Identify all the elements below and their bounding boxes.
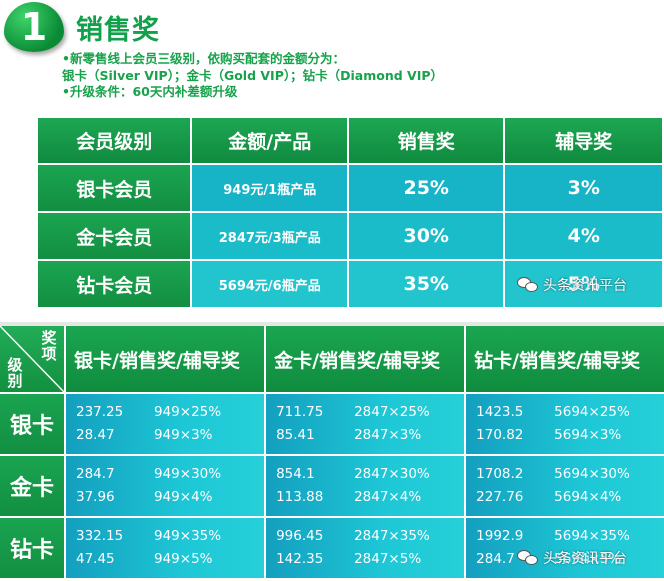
intro-line: 银卡（Silver VIP）；金卡（Gold VIP）；钻卡（Diamond V…	[62, 67, 444, 83]
table-row: 钻卡 332.15 949×35% 47.45 949×5% 996.45 2847×…	[0, 518, 664, 580]
bonus-formula: 949×5%	[154, 551, 213, 567]
bonus-value: 113.88	[276, 489, 324, 505]
sales-cell: 35%	[348, 259, 506, 307]
data-cell: 854.1 2847×30% 113.88 2847×4%	[266, 456, 467, 518]
table-row: 银卡会员 949元/1瓶产品 25% 3%	[38, 163, 662, 211]
table-row: 金卡会员 2847元/3瓶产品 30% 4%	[38, 211, 662, 259]
bonus-formula: 949×35%	[154, 528, 222, 544]
wechat-icon	[517, 550, 539, 566]
bonus-formula: 2847×5%	[354, 551, 422, 567]
amount-cell: 2847元/3瓶产品	[192, 211, 349, 259]
bonus-formula: 2847×4%	[354, 489, 422, 505]
bonus-calculation-table: 奖项 级别 银卡/销售奖/辅导奖 金卡/销售奖/辅导奖 钻卡/销售奖/辅导奖 银…	[0, 326, 664, 580]
data-cell: 1423.5 5694×25% 170.82 5694×3%	[466, 394, 664, 456]
membership-table: 会员级别 金额/产品 销售奖 辅导奖 银卡会员 949元/1瓶产品 25% 3%…	[38, 118, 662, 307]
sales-cell: 25%	[348, 163, 506, 211]
level-cell: 钻卡会员	[38, 259, 193, 307]
bonus-formula: 5694×5%	[554, 551, 622, 567]
bonus-value: 332.15	[76, 528, 124, 544]
amount-cell: 949元/1瓶产品	[192, 163, 349, 211]
column-header: 银卡/销售奖/辅导奖	[66, 326, 267, 394]
bonus-formula: 5694×4%	[554, 489, 622, 505]
sales-cell: 30%	[348, 211, 506, 259]
bonus-formula: 2847×25%	[354, 404, 430, 420]
data-cell: 332.15 949×35% 47.45 949×5%	[66, 518, 267, 580]
bonus-formula: 5694×3%	[554, 427, 622, 443]
data-cell: 284.7 949×30% 37.96 949×4%	[66, 456, 267, 518]
intro-line: •新零售线上会员三级别，依购买配套的金额分为：	[62, 51, 345, 66]
corner-top-label: 奖项	[41, 329, 57, 363]
watermark-text: 头条资讯平台	[543, 551, 627, 567]
table-row: 钻卡会员 5694元/6瓶产品 35% 5%	[38, 259, 662, 307]
row-label: 金卡	[0, 456, 66, 518]
bonus-formula: 2847×3%	[354, 427, 422, 443]
level-cell: 金卡会员	[38, 211, 193, 259]
bonus-value: 711.75	[276, 404, 324, 420]
bonus-formula: 2847×35%	[354, 528, 430, 544]
table-header-row: 奖项 级别 银卡/销售奖/辅导奖 金卡/销售奖/辅导奖 钻卡/销售奖/辅导奖	[0, 326, 664, 394]
bonus-value: 170.82	[476, 427, 524, 443]
bonus-value: 1423.5	[476, 404, 524, 420]
table-row: 金卡 284.7 949×30% 37.96 949×4% 854.1 2847×30…	[0, 456, 664, 518]
bonus-value: 142.35	[276, 551, 324, 567]
bonus-value: 85.41	[276, 427, 315, 443]
corner-cell: 奖项 级别	[0, 326, 66, 394]
header-amount: 金额/产品	[192, 118, 349, 163]
header-sales: 销售奖	[348, 118, 506, 163]
wechat-icon	[517, 277, 539, 293]
bonus-value: 996.45	[276, 528, 324, 544]
header-level: 会员级别	[38, 118, 193, 163]
coach-cell: 3%	[505, 163, 662, 211]
bonus-formula: 949×30%	[154, 466, 222, 482]
amount-cell: 5694元/6瓶产品	[192, 259, 349, 307]
watermark-text: 头条资讯平台	[543, 278, 627, 294]
column-header: 金卡/销售奖/辅导奖	[266, 326, 467, 394]
bonus-value: 227.76	[476, 489, 524, 505]
bonus-formula: 5694×25%	[554, 404, 630, 420]
bonus-formula: 5694×30%	[554, 466, 630, 482]
bottom-slide: 奖项 级别 银卡/销售奖/辅导奖 金卡/销售奖/辅导奖 钻卡/销售奖/辅导奖 银…	[0, 326, 664, 581]
data-cell: 237.25 949×25% 28.47 949×3%	[66, 394, 267, 456]
bonus-formula: 949×4%	[154, 489, 213, 505]
bonus-value: 1992.9	[476, 528, 524, 544]
data-cell: 711.75 2847×25% 85.41 2847×3%	[266, 394, 467, 456]
table-header-row: 会员级别 金额/产品 销售奖 辅导奖	[38, 118, 662, 163]
coach-cell: 4%	[505, 211, 662, 259]
header-coach: 辅导奖	[505, 118, 662, 163]
column-header: 钻卡/销售奖/辅导奖	[466, 326, 664, 394]
data-cell: 1992.9 5694×35% 284.7 5694×5%	[466, 518, 664, 580]
bonus-value: 28.47	[76, 427, 115, 443]
divider	[0, 322, 664, 326]
level-cell: 银卡会员	[38, 163, 193, 211]
bonus-value: 47.45	[76, 551, 115, 567]
row-label: 银卡	[0, 394, 66, 456]
intro-text: •新零售线上会员三级别，依购买配套的金额分为： 银卡（Silver VIP）；金…	[62, 51, 443, 101]
bonus-formula: 2847×30%	[354, 466, 430, 482]
watermark: 头条资讯平台	[517, 548, 627, 568]
intro-line: •升级条件：60天内补差额升级	[62, 84, 238, 99]
bonus-formula: 5694×35%	[554, 528, 630, 544]
table-row: 银卡 237.25 949×25% 28.47 949×3% 711.75 2847×…	[0, 394, 664, 456]
bonus-value: 37.96	[76, 489, 115, 505]
row-label: 钻卡	[0, 518, 66, 580]
bonus-formula: 949×3%	[154, 427, 213, 443]
watermark: 头条资讯平台	[517, 275, 627, 295]
data-cell: 1708.2 5694×30% 227.76 5694×4%	[466, 456, 664, 518]
bonus-value: 284.7	[76, 466, 115, 482]
diagonal-line	[0, 326, 64, 392]
bonus-value: 284.7	[476, 551, 515, 567]
page-title: 销售奖	[76, 15, 160, 46]
bonus-formula: 949×25%	[154, 404, 222, 420]
number-badge: 1	[4, 2, 64, 52]
bonus-value: 237.25	[76, 404, 124, 420]
top-slide: 1 销售奖 •新零售线上会员三级别，依购买配套的金额分为： 银卡（Silver …	[4, 2, 662, 307]
corner-bottom-label: 级别	[7, 356, 23, 390]
data-cell: 996.45 2847×35% 142.35 2847×5%	[266, 518, 467, 580]
bonus-value: 854.1	[276, 466, 315, 482]
bonus-value: 1708.2	[476, 466, 524, 482]
